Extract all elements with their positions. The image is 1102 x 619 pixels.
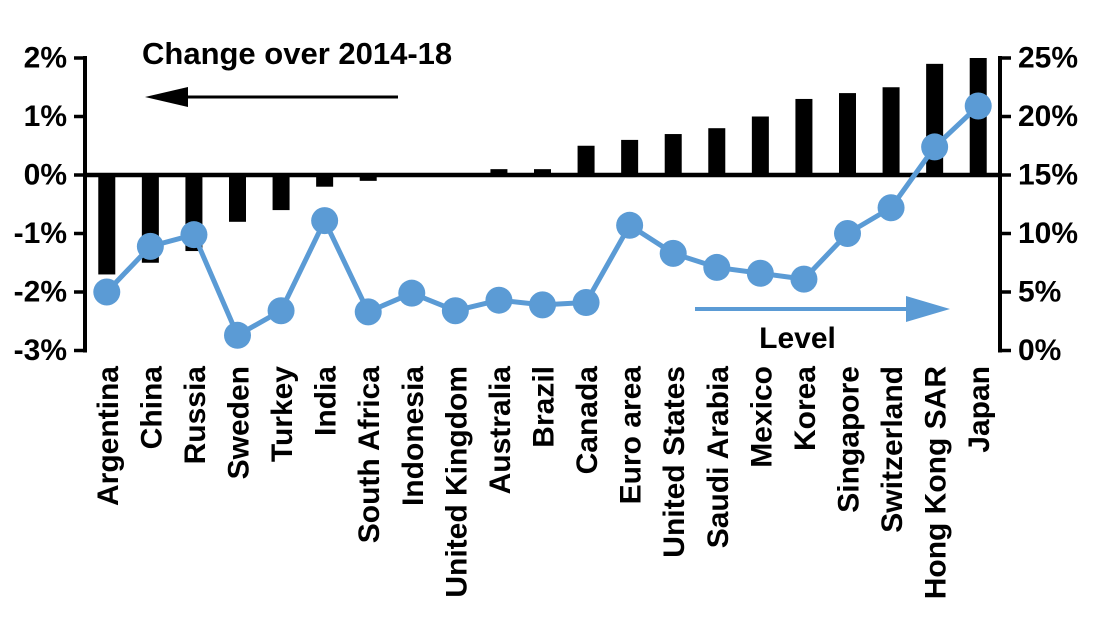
right-axis-tick-label: 25%	[1018, 42, 1078, 75]
category-label-mexico: Mexico	[745, 366, 778, 468]
bar-mexico	[751, 116, 769, 175]
dot-south-africa	[354, 298, 382, 326]
dot-india	[311, 207, 339, 235]
bar-australia	[490, 169, 508, 175]
dot-turkey	[267, 297, 295, 325]
category-label-sweden: Sweden	[223, 366, 256, 479]
dot-korea	[790, 265, 818, 293]
bar-sweden	[229, 175, 246, 222]
dot-euro-area	[616, 211, 644, 239]
category-label-korea: Korea	[789, 366, 822, 451]
change-arrow-head-left	[145, 87, 188, 107]
dot-china	[136, 232, 164, 260]
dot-japan	[964, 92, 992, 120]
dot-singapore	[834, 220, 861, 247]
dot-canada	[572, 289, 600, 317]
category-label-india: India	[310, 366, 343, 436]
category-label-china: China	[135, 366, 168, 450]
bar-united-states	[664, 134, 682, 175]
bar-singapore	[839, 93, 856, 175]
category-label-indonesia: Indonesia	[397, 366, 430, 506]
dot-brazil	[529, 291, 556, 319]
category-label-russia: Russia	[179, 366, 212, 465]
category-label-australia: Australia	[484, 366, 517, 495]
dot-sweden	[224, 321, 251, 349]
category-label-argentina: Argentina	[92, 366, 125, 506]
bar-euro-area	[621, 139, 639, 175]
left-axis-tick-label: 0%	[24, 159, 67, 192]
bar-south-africa	[359, 175, 377, 181]
level-arrow-head-right	[906, 296, 950, 322]
left-axis-tick-label: 1%	[24, 100, 67, 133]
bar-korea	[795, 98, 813, 175]
dot-hong-kong-sar	[921, 133, 949, 161]
dot-australia	[485, 286, 513, 314]
dot-russia	[180, 221, 208, 249]
dot-mexico	[746, 259, 774, 287]
category-label-canada: Canada	[571, 366, 604, 475]
left-axis-tick-label: -1%	[14, 217, 67, 250]
category-label-switzerland: Switzerland	[876, 366, 909, 533]
dot-united-states	[659, 239, 687, 267]
category-label-turkey: Turkey	[266, 366, 299, 462]
category-label-united-states: United States	[658, 366, 691, 558]
category-label-south-africa: South Africa	[353, 366, 386, 544]
left-axis-tick-label: -3%	[14, 334, 67, 367]
bar-brazil	[534, 169, 551, 175]
bar-canada	[577, 145, 595, 175]
left-axis-tick-label: 2%	[24, 42, 67, 75]
category-label-singapore: Singapore	[833, 366, 866, 513]
dot-switzerland	[877, 194, 905, 222]
left-axis-series-title: Change over 2014-18	[142, 36, 453, 71]
dot-united-kingdom	[441, 297, 469, 325]
bar-turkey	[272, 175, 290, 211]
category-label-united-kingdom: United Kingdom	[440, 366, 473, 598]
right-axis-tick-label: 15%	[1018, 159, 1078, 192]
bar-argentina	[98, 175, 116, 275]
right-axis-series-title: Level	[759, 322, 836, 355]
bar-india	[316, 175, 334, 187]
category-label-brazil: Brazil	[528, 366, 561, 448]
category-label-japan: Japan	[963, 366, 996, 453]
right-axis-tick-label: 5%	[1018, 276, 1061, 309]
left-axis-tick-label: -2%	[14, 276, 67, 309]
right-axis-tick-label: 20%	[1018, 100, 1078, 133]
category-label-saudi-arabia: Saudi Arabia	[702, 366, 735, 549]
category-label-hong-kong-sar: Hong Kong SAR	[920, 366, 953, 600]
dot-argentina	[93, 278, 121, 306]
dot-indonesia	[398, 279, 426, 307]
right-axis-tick-label: 0%	[1018, 334, 1061, 367]
category-label-euro-area: Euro area	[615, 366, 648, 505]
dot-saudi-arabia	[703, 253, 731, 281]
right-axis-tick-label: 10%	[1018, 217, 1078, 250]
bar-switzerland	[882, 87, 900, 175]
bar-saudi-arabia	[708, 128, 726, 175]
